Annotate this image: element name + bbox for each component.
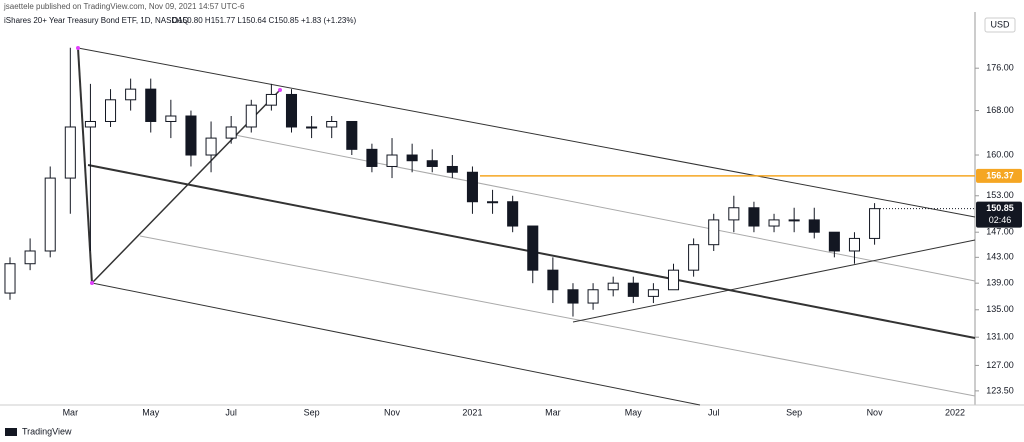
- candle-body: [125, 88, 137, 101]
- y-tick-label: 131.00: [986, 332, 1014, 342]
- candle-body: [466, 171, 478, 203]
- candle-body: [4, 263, 16, 294]
- candle-body: [185, 115, 197, 156]
- y-tick-label: 139.00: [986, 278, 1014, 288]
- symbol-title: iShares 20+ Year Treasury Bond ETF, 1D, …: [4, 16, 189, 25]
- candle-body: [708, 219, 720, 246]
- candle-body: [386, 154, 398, 167]
- candle-body: [105, 99, 117, 122]
- x-tick-label: 2021: [462, 407, 482, 417]
- candle-body: [547, 269, 559, 291]
- handle: [77, 47, 93, 284]
- candle-body: [487, 201, 499, 204]
- inner-line: [234, 134, 976, 282]
- candle-body: [265, 93, 277, 106]
- candle-body: [808, 219, 820, 233]
- x-tick-label: Sep: [786, 407, 802, 417]
- x-tick-label: Mar: [545, 407, 561, 417]
- candle-body: [507, 201, 519, 227]
- brand-logo: [5, 428, 17, 436]
- candle-body: [527, 225, 539, 271]
- anchor-point: [76, 46, 80, 50]
- candle-body: [667, 269, 680, 291]
- x-tick-label: Jul: [708, 407, 720, 417]
- y-tick-label: 168.00: [986, 105, 1014, 115]
- candle-body: [145, 88, 157, 122]
- candle-body: [567, 289, 579, 304]
- candle-body: [848, 237, 860, 252]
- x-tick-label: 2022: [945, 407, 965, 417]
- y-tick-label: 160.00: [986, 149, 1014, 159]
- x-tick-label: Jul: [225, 407, 237, 417]
- publisher: jsaettele published on TradingView.com, …: [3, 2, 245, 11]
- ohlc-summary: O150.80 H151.77 L150.64 C150.85 +1.83 (+…: [172, 16, 356, 25]
- candle-body: [326, 120, 338, 128]
- candle-body: [426, 160, 438, 167]
- level-tag: [976, 168, 1022, 183]
- x-tick-label: Nov: [867, 407, 884, 417]
- candle-body: [768, 219, 780, 227]
- candle-body: [44, 177, 56, 252]
- inner-line: [139, 235, 976, 397]
- candle-body: [647, 289, 659, 297]
- y-tick-label: 143.00: [986, 252, 1014, 262]
- y-tick-label: 127.00: [986, 360, 1014, 370]
- x-tick-label: Nov: [384, 407, 401, 417]
- candle-body: [627, 282, 639, 297]
- candle-body: [64, 126, 76, 179]
- candle-body: [728, 207, 740, 221]
- y-tick-label: 123.50: [986, 385, 1014, 395]
- candle-body: [245, 104, 257, 128]
- candle-body: [346, 120, 358, 150]
- candle-body: [225, 126, 237, 139]
- upper-tine: [77, 47, 976, 218]
- x-tick-label: Mar: [63, 407, 79, 417]
- currency: USD: [990, 19, 1010, 29]
- candle-body: [788, 219, 800, 222]
- x-tick-label: May: [625, 407, 643, 417]
- candle-body: [165, 115, 177, 122]
- candle-body: [366, 148, 378, 167]
- last-price-label: 150.85: [986, 203, 1014, 213]
- currency-box: [984, 17, 1016, 33]
- candle-body: [205, 137, 217, 156]
- candle-body: [869, 208, 881, 239]
- last-price-tag: [976, 201, 1022, 228]
- candle-body: [84, 120, 96, 128]
- trendline: [572, 239, 976, 323]
- x-tick-label: May: [142, 407, 160, 417]
- y-tick-label: 176.00: [986, 63, 1014, 73]
- pitchfork: [76, 46, 976, 406]
- footer-brand: TradingView: [22, 426, 72, 436]
- anchor-point: [278, 88, 282, 92]
- lower-tine: [91, 282, 701, 406]
- countdown: 02:46: [989, 215, 1012, 225]
- candle-body: [587, 289, 599, 304]
- candle-body: [285, 93, 298, 128]
- y-tick-label: 153.00: [986, 190, 1014, 200]
- candle-body: [406, 154, 418, 162]
- level-label: 156.37: [986, 170, 1014, 180]
- candle-body: [24, 250, 36, 265]
- y-tick-label: 147.00: [986, 227, 1014, 237]
- anchor-point: [90, 281, 94, 285]
- candle-body: [306, 126, 318, 129]
- candle-body: [446, 165, 458, 173]
- candle-body: [748, 207, 760, 227]
- x-tick-label: Sep: [304, 407, 320, 417]
- candle-body: [688, 244, 700, 271]
- candle-body: [828, 231, 840, 252]
- y-tick-label: 135.00: [986, 304, 1014, 314]
- candle-body: [607, 282, 619, 291]
